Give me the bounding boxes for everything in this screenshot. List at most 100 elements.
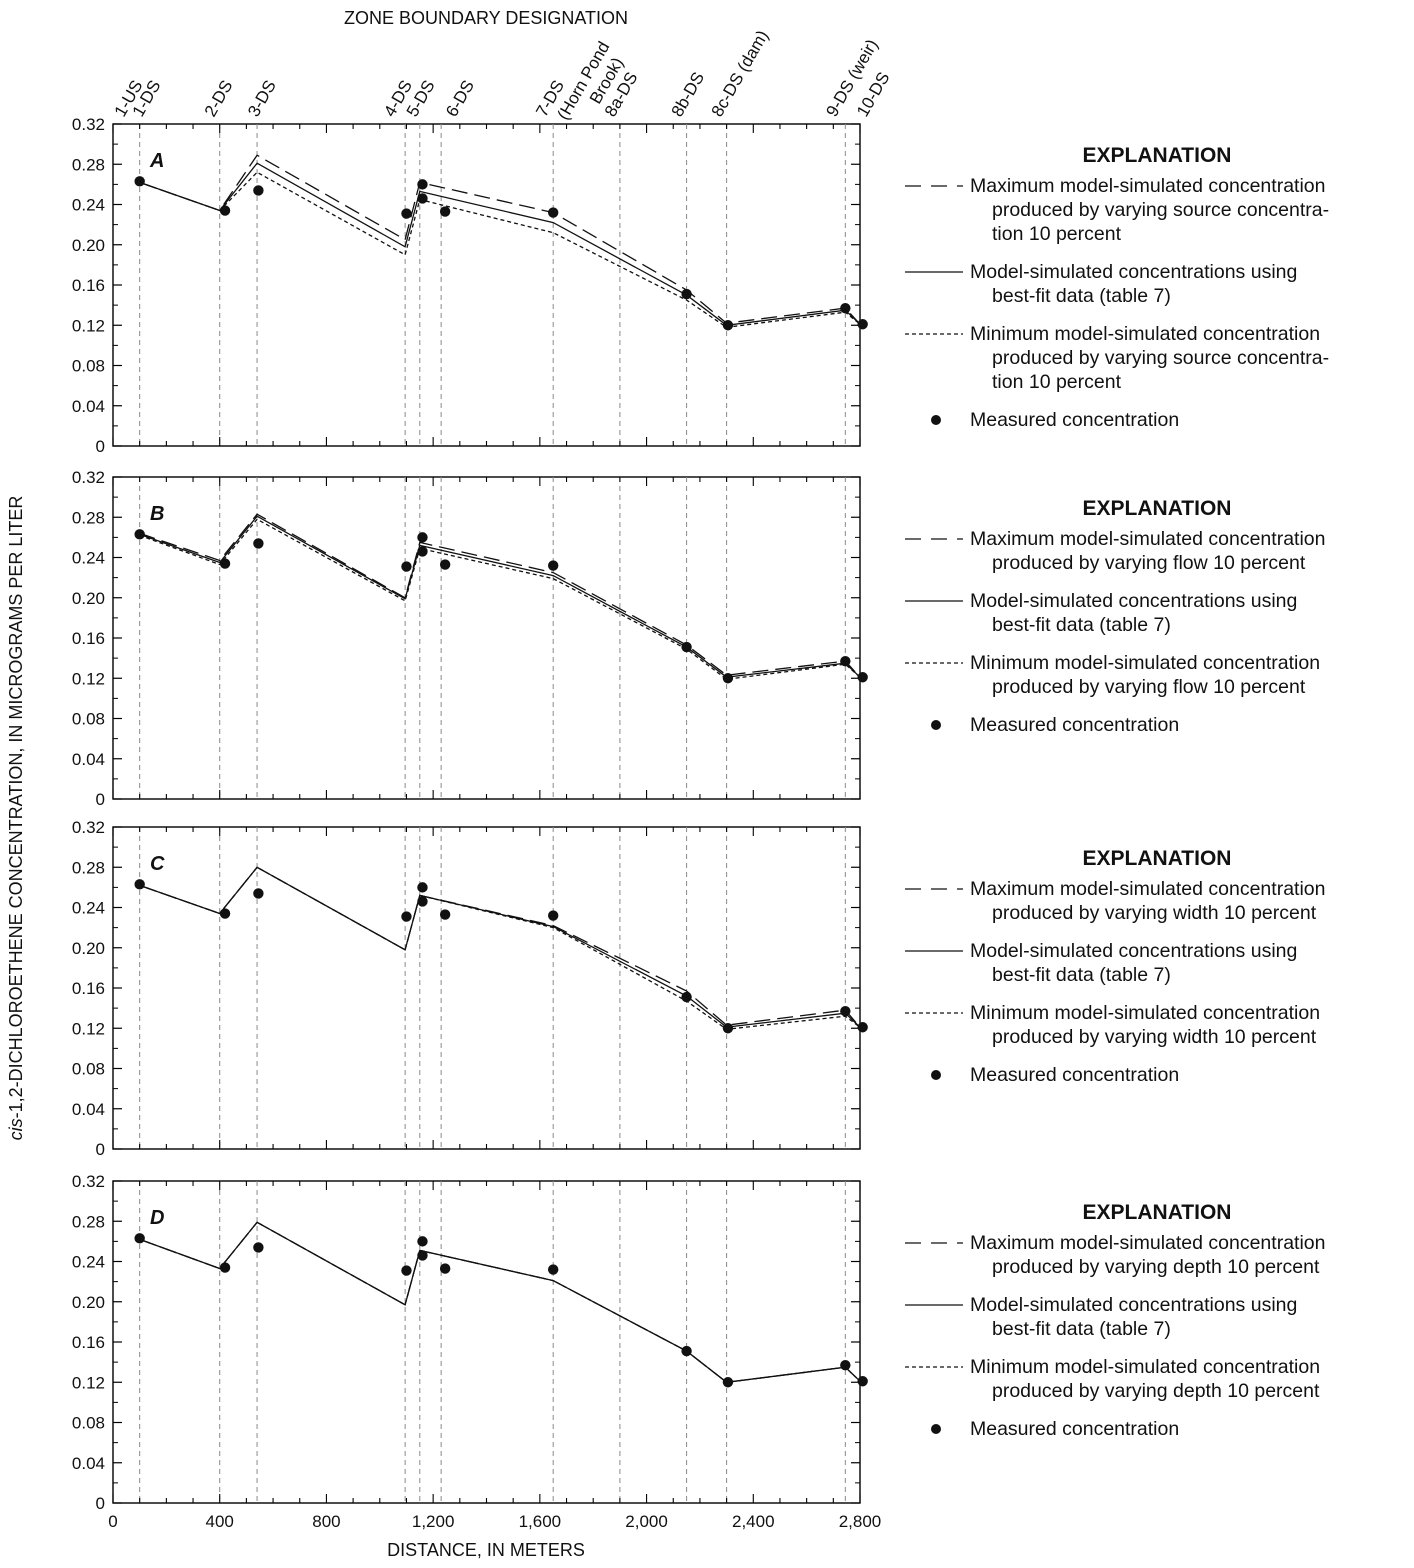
explanation-legend: EXPLANATION Maximum model-simulated conce…	[905, 497, 1325, 736]
x-tick-label: 0	[108, 1512, 117, 1531]
measured-point	[681, 641, 692, 653]
explanation-title: EXPLANATION	[1083, 847, 1232, 870]
explanation-legend: EXPLANATION Maximum model-simulated conce…	[905, 1201, 1325, 1440]
y-tick-label: 0.12	[72, 669, 105, 688]
measured-point	[439, 206, 451, 217]
explanation-legend: EXPLANATION Maximum model-simulated conce…	[905, 847, 1325, 1086]
measured-point	[840, 1005, 851, 1017]
y-tick-label: 0.24	[72, 196, 105, 215]
legend-text: produced by varying depth 10 percent	[992, 1256, 1320, 1278]
y-tick-label: 0.16	[72, 629, 105, 648]
measured-point	[401, 561, 412, 572]
legend-symbol-measured	[931, 415, 941, 425]
series-line-long-dash	[139, 866, 861, 1028]
y-tick-label: 0.28	[72, 155, 105, 174]
measured-point	[134, 879, 145, 890]
series-line-short-dash	[139, 1221, 861, 1383]
zone-label: 6-DS	[442, 77, 478, 120]
series-line-solid	[139, 866, 861, 1028]
measured-point	[417, 896, 428, 907]
measured-point	[840, 1359, 851, 1371]
zone-label: 3-DS	[244, 77, 280, 120]
y-tick-label: 0.12	[72, 1019, 105, 1038]
explanation-title: EXPLANATION	[1083, 144, 1232, 167]
plot-frame	[112, 123, 861, 447]
x-tick-label: 2,000	[625, 1512, 668, 1531]
plot-frame	[112, 1180, 861, 1504]
measured-point	[840, 302, 851, 314]
y-tick-label: 0	[96, 790, 105, 809]
legend-text: best-fit data (table 7)	[992, 964, 1171, 986]
measured-point	[439, 909, 451, 920]
legend-text: Measured concentration	[970, 1064, 1179, 1086]
y-tick-label: 0.28	[72, 508, 105, 527]
y-tick-label: 0.08	[72, 1414, 105, 1433]
measured-point	[417, 882, 428, 893]
legend-text: tion 10 percent	[992, 371, 1122, 393]
x-tick-label: 1,600	[519, 1512, 562, 1531]
measured-point	[547, 910, 559, 921]
measured-point	[219, 1262, 231, 1273]
measured-point	[547, 560, 559, 571]
y-tick-label: 0.04	[72, 1454, 105, 1473]
zone-boundary-labels: 1-US1-DS 2-DS 3-DS 4-DS5-DS 6-DS 7-DS(Horn Po…	[111, 27, 894, 123]
y-tick-label: 0	[96, 1140, 105, 1159]
legend-symbol-measured	[931, 1424, 941, 1434]
series-line-long-dash	[139, 513, 861, 678]
y-tick-label: 0.04	[72, 1100, 105, 1119]
plot-frame	[112, 476, 861, 800]
explanation-legend: EXPLANATION Maximum model-simulated conce…	[905, 144, 1329, 431]
y-tick-label: 0.24	[72, 549, 105, 568]
legend-text: Measured concentration	[970, 1418, 1179, 1440]
y-tick-label: 0.28	[72, 858, 105, 877]
panel-letter: D	[150, 1207, 164, 1229]
y-tick-label: 0	[96, 437, 105, 456]
legend-text: Measured concentration	[970, 714, 1179, 736]
legend-text: Model-simulated concentrations using	[970, 590, 1297, 612]
legend-text: Minimum model-simulated concentration	[970, 323, 1320, 345]
legend-text: Minimum model-simulated concentration	[970, 1002, 1320, 1024]
zone-label: 8c-DS (dam)	[708, 27, 773, 120]
measured-point	[401, 911, 412, 922]
y-tick-label: 0.04	[72, 750, 105, 769]
series-line-solid	[139, 515, 861, 678]
measured-point	[681, 991, 692, 1003]
y-tick-label: 0.28	[72, 1212, 105, 1231]
y-tick-label: 0.32	[72, 818, 105, 837]
measured-point	[401, 1265, 412, 1276]
x-tick-label: 2,800	[839, 1512, 882, 1531]
x-tick-label: 800	[312, 1512, 340, 1531]
measured-point	[439, 559, 451, 570]
x-tick-label: 1,200	[412, 1512, 455, 1531]
y-tick-label: 0.08	[72, 710, 105, 729]
measured-point	[417, 1250, 428, 1261]
measured-point	[547, 207, 559, 218]
y-tick-label: 0.16	[72, 979, 105, 998]
measured-point	[857, 1376, 868, 1387]
y-tick-label: 0.12	[72, 1373, 105, 1392]
y-tick-label: 0.16	[72, 276, 105, 295]
legend-text: produced by varying source concentra-	[992, 347, 1329, 369]
series-line-short-dash	[139, 518, 861, 680]
y-tick-label: 0.32	[72, 115, 105, 134]
measured-point	[681, 1345, 692, 1357]
legend-text: produced by varying flow 10 percent	[992, 676, 1306, 698]
explanation-title: EXPLANATION	[1083, 1201, 1232, 1224]
y-tick-label: 0.20	[72, 939, 105, 958]
zone-label: 8b-DS	[668, 69, 709, 120]
measured-point	[417, 546, 428, 557]
legend-symbol-measured	[931, 720, 941, 730]
legend-text: produced by varying width 10 percent	[992, 1026, 1317, 1048]
panel-letter: A	[149, 150, 164, 172]
series-line-solid	[139, 162, 861, 326]
legend-text: Maximum model-simulated concentration	[970, 1232, 1325, 1254]
legend-text: Model-simulated concentrations using	[970, 1294, 1297, 1316]
measured-point	[253, 888, 264, 899]
y-axis-title-rest: -1,2-DICHLOROETHENE CONCENTRATION, IN MI…	[6, 496, 26, 1119]
measured-point	[253, 1242, 264, 1253]
legend-text: Minimum model-simulated concentration	[970, 1356, 1320, 1378]
y-tick-label: 0.24	[72, 1253, 105, 1272]
y-tick-label: 0.04	[72, 397, 105, 416]
measured-point	[219, 908, 231, 919]
